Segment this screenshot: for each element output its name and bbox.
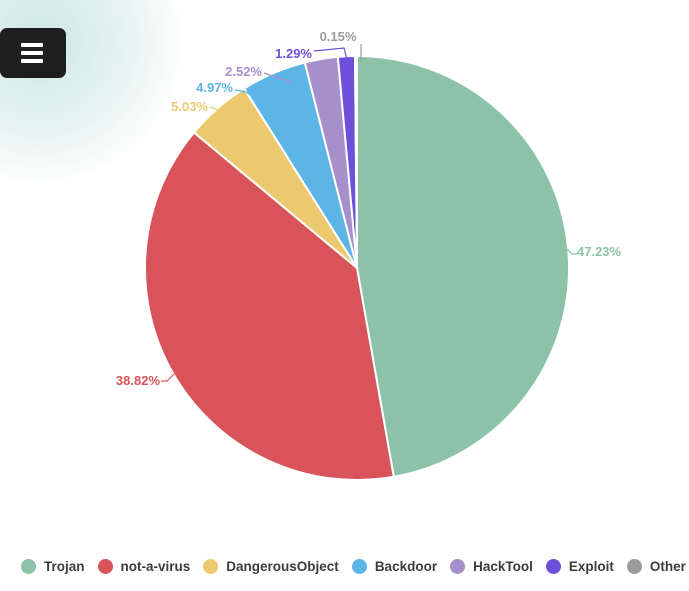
legend-marker-DangerousObject xyxy=(203,559,219,574)
label-line-DangerousObject xyxy=(209,106,222,115)
legend-item-Trojan[interactable]: Trojan xyxy=(21,559,85,574)
slice-label-Exploit: 1.29% xyxy=(275,46,312,61)
legend-item-HackTool[interactable]: HackTool xyxy=(450,559,533,574)
legend-marker-Trojan xyxy=(21,559,36,574)
legend-item-Other[interactable]: Other xyxy=(626,559,686,574)
label-line-not-a-virus xyxy=(161,373,175,382)
slice-label-Backdoor: 4.97% xyxy=(196,80,233,95)
menu-button[interactable] xyxy=(0,28,66,78)
slice-label-Trojan: 47.23% xyxy=(577,244,622,259)
pie-slices xyxy=(144,55,570,482)
legend-marker-not-a-virus xyxy=(97,559,113,574)
slice-labels: 47.23% 38.82% 5.03% 4.97%2.52% 1.29% 0.15% xyxy=(116,29,622,388)
pie-slice-Trojan[interactable] xyxy=(356,55,570,478)
label-lines xyxy=(161,44,577,382)
legend-item-not-a-virus[interactable]: not-a-virus xyxy=(97,559,191,574)
legend-label: Other xyxy=(649,559,686,574)
slice-label-HackTool: 2.52% xyxy=(225,64,262,79)
legend-label: Trojan xyxy=(44,559,85,574)
pie-chart: 47.23% 38.82% 5.03% 4.97%2.52% 1.29% 0.15% xyxy=(116,29,622,482)
label-line-Backdoor xyxy=(234,89,259,101)
legend-label: HackTool xyxy=(473,559,533,574)
hamburger-bar xyxy=(21,43,43,47)
legend-marker-Exploit xyxy=(545,559,561,574)
slice-label-not-a-virus: 38.82% xyxy=(116,373,161,388)
label-line-Exploit xyxy=(313,47,348,61)
hamburger-bar xyxy=(21,51,43,55)
legend-label: Backdoor xyxy=(374,559,438,574)
label-line-Trojan xyxy=(566,248,577,255)
legend-item-Exploit[interactable]: Exploit xyxy=(545,559,614,574)
slice-label-Other: 0.15% xyxy=(320,29,357,44)
legend-item-Backdoor[interactable]: Backdoor xyxy=(351,559,438,574)
legend-marker-HackTool xyxy=(450,559,466,574)
chart-legend: Trojan not-a-virus DangerousObject Backdoor… xyxy=(0,559,689,574)
legend-marker-Backdoor xyxy=(351,559,367,574)
slice-label-DangerousObject: 5.03% xyxy=(171,99,208,114)
legend-item-DangerousObject[interactable]: DangerousObject xyxy=(203,559,339,574)
legend-label: Exploit xyxy=(568,559,614,574)
label-line-HackTool xyxy=(263,72,294,83)
hamburger-bar xyxy=(21,59,43,63)
legend-label: not-a-virus xyxy=(120,559,191,574)
legend-marker-Other xyxy=(626,559,642,574)
legend-label: DangerousObject xyxy=(226,559,339,574)
pie-slice-Other[interactable] xyxy=(354,55,358,269)
